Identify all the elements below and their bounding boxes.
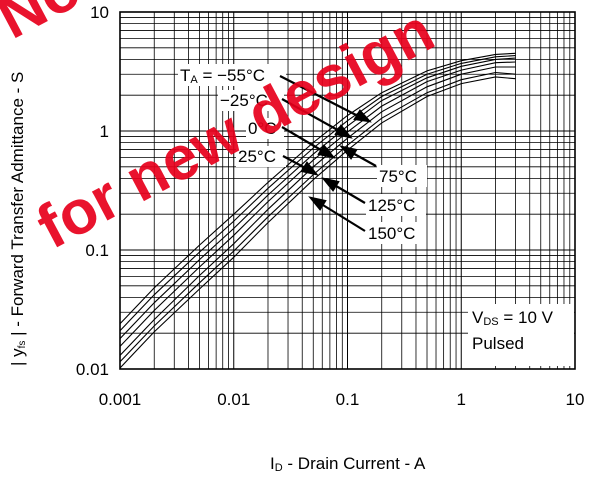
y-tick-label: 0.1 <box>85 241 109 260</box>
temp-label-m55: TA = −55°C <box>180 66 265 86</box>
arrow-0 <box>281 126 327 154</box>
x-axis-label: ID - Drain Current - A <box>270 454 426 474</box>
y-tick-label: 1 <box>100 122 109 141</box>
series-line-3 <box>119 61 516 347</box>
y-tick-label: 10 <box>90 3 109 22</box>
x-tick-label: 1 <box>457 390 466 409</box>
arrow-m25 <box>281 98 344 134</box>
y-axis-label: | yfs | - Forward Transfer Admittance - … <box>8 72 28 366</box>
series-line-6 <box>119 76 516 369</box>
arrow-125 <box>330 182 366 204</box>
temp-label-125: 125°C <box>368 196 415 215</box>
arrow-150 <box>317 201 366 232</box>
x-tick-label: 10 <box>566 390 585 409</box>
series-line-1 <box>119 55 516 332</box>
condition-pulsed: Pulsed <box>472 334 524 353</box>
condition-vds: VDS = 10 V <box>472 308 554 328</box>
series-line-5 <box>119 71 516 363</box>
x-tick-label: 0.001 <box>99 390 142 409</box>
y-tick-label: 0.01 <box>76 360 109 379</box>
temp-label-150: 150°C <box>368 224 415 243</box>
conditions-box: VDS = 10 V Pulsed <box>468 304 574 366</box>
x-tick-label: 0.01 <box>217 390 250 409</box>
temperature-annotations: TA = −55°C −25°C 0°C 25°C 75°C 125°C 150… <box>178 64 427 244</box>
y-tick-labels: 0.01 0.1 1 10 <box>76 3 109 379</box>
temp-label-0: 0°C <box>248 119 277 138</box>
temp-label-75: 75°C <box>379 167 417 186</box>
plot-frame <box>119 11 576 370</box>
series-line-2 <box>119 57 516 339</box>
temp-label-m25: −25°C <box>220 91 268 110</box>
x-tick-label: 0.1 <box>336 390 360 409</box>
series-line-0 <box>119 52 516 325</box>
curves <box>119 52 516 369</box>
arrow-m55 <box>279 75 363 119</box>
temp-label-25: 25°C <box>238 147 276 166</box>
x-tick-labels: 0.001 0.01 0.1 1 10 <box>99 390 585 409</box>
